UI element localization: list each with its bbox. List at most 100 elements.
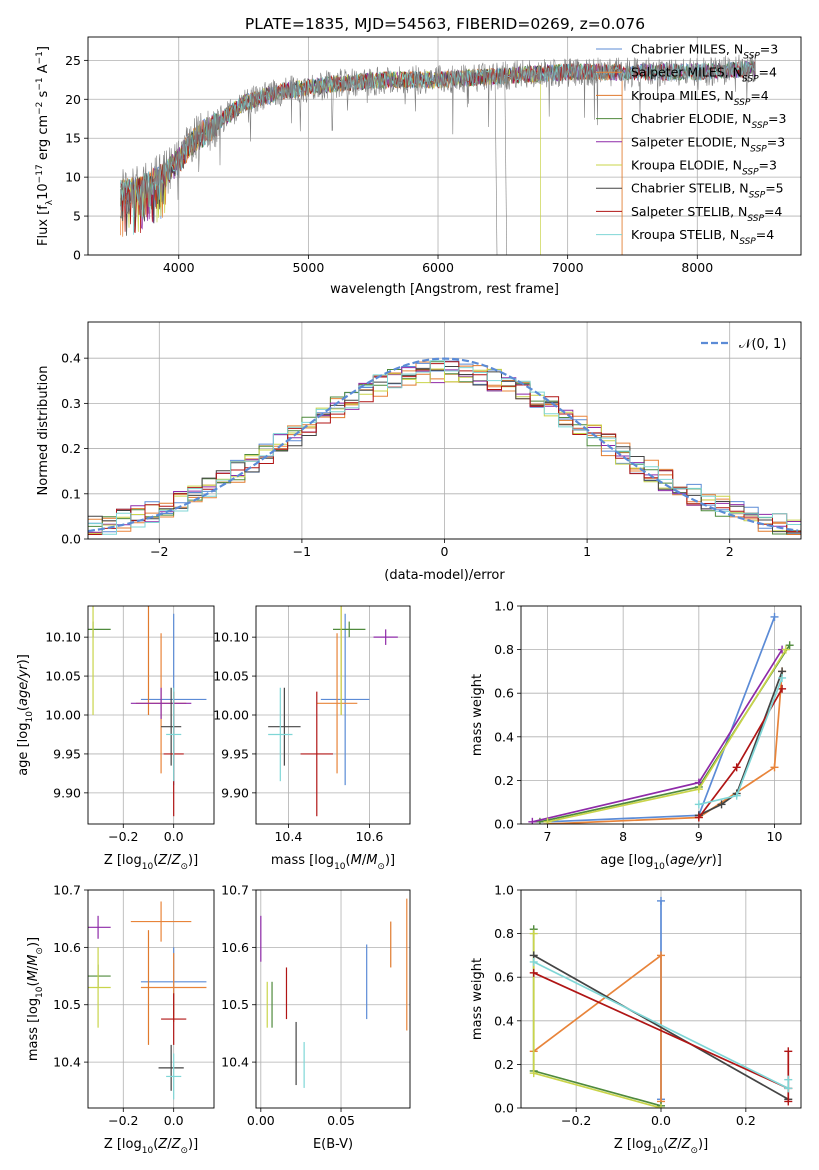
y-tick-label: 0.0	[494, 817, 514, 832]
x-axis-label-part: 10	[653, 862, 665, 872]
y-axis-label-part: 10	[25, 711, 35, 723]
y-axis-label-part: /	[26, 965, 41, 970]
y-axis-label-part: 10	[35, 986, 45, 998]
x-axis-label-part: (	[663, 1137, 668, 1152]
y-tick-label: 9.90	[53, 785, 81, 800]
plot-area	[260, 898, 408, 1088]
y-tick-label: 10.6	[53, 940, 81, 955]
y-axis-label-part: −2	[35, 102, 45, 115]
x-tick-label: −0.2	[561, 1113, 591, 1128]
mass-vs-metallicity-panel: −0.2 0.010.410.510.610.7Z [log10(Z/Z⊙)]ma…	[26, 883, 215, 1156]
x-axis-label-part: 10	[142, 862, 154, 872]
y-tick-label: 10.05	[213, 669, 249, 684]
x-axis-label-part: M	[366, 853, 377, 868]
x-axis-label-part: )]	[188, 1137, 198, 1152]
legend-label: Kroupa STELIB, NSSP=4	[631, 227, 774, 247]
y-tick-label: 15	[65, 131, 81, 146]
y-axis-label: Flux [fλ10−17 erg cm−2 s−1 A−1]	[35, 46, 55, 246]
mass-weight-vs-metallicity-panel: −0.2 0.0 0.20.00.20.40.60.81.0Z [log10(Z/Z…	[470, 883, 802, 1156]
x-tick-label: 0	[441, 544, 449, 559]
y-tick-label: 10.10	[213, 630, 249, 645]
y-tick-label: 0.8	[494, 926, 514, 941]
legend-label-part: Kroupa STELIB, N	[631, 227, 739, 242]
y-tick-label: 25	[65, 53, 81, 68]
axes-frame	[520, 605, 802, 825]
legend-label-part: Kroupa ELODIE, N	[631, 158, 742, 173]
y-tick-label: 10.10	[45, 630, 81, 645]
y-tick-label: 0.0	[494, 1101, 514, 1116]
mass-weight-line	[539, 644, 791, 823]
x-axis-label-part: Z	[157, 853, 168, 868]
x-tick-label: 2	[726, 544, 734, 559]
mass-weight-line	[533, 954, 789, 1101]
x-axis-label-part: /	[167, 853, 172, 868]
y-tick-label: 10.5	[221, 997, 249, 1012]
y-axis-label-part: M	[26, 970, 41, 981]
x-axis-label-part: ⊙	[180, 862, 188, 872]
x-axis-label-part: /	[167, 1137, 172, 1152]
x-axis-label-part: mass [log	[271, 853, 334, 868]
legend-label: Kroupa ELODIE, NSSP=3	[631, 158, 777, 178]
x-tick-label: 0.0	[164, 1113, 184, 1128]
x-tick-label: 0.0	[164, 829, 184, 844]
x-axis-label-part: Z	[157, 1137, 168, 1152]
y-tick-label: 0.4	[61, 351, 81, 366]
y-tick-label: 0.2	[494, 1057, 514, 1072]
mass-weight-line	[698, 677, 783, 806]
x-tick-label: 9	[695, 829, 703, 844]
legend-label-part: =3	[768, 111, 786, 126]
x-axis-label-part: age [log	[600, 853, 653, 868]
x-tick-label: 0.00	[247, 1113, 275, 1128]
x-axis-label: mass [log10(M/M⊙)]	[271, 853, 395, 872]
x-axis-label: (data-model)/error	[384, 568, 505, 583]
x-axis-label-part: (	[153, 1137, 158, 1152]
legend-label-part: =3	[767, 134, 785, 149]
y-tick-label: 10.00	[45, 708, 81, 723]
legend-label-part: SSP	[749, 191, 766, 201]
x-tick-label: 7000	[552, 260, 584, 275]
y-tick-label: 10.00	[213, 708, 249, 723]
x-axis-label-part: Z	[171, 1137, 182, 1152]
y-axis-label-part: −17	[35, 164, 45, 183]
legend-label-part: SSP	[734, 98, 751, 108]
legend-label-part: =4	[764, 204, 782, 219]
mass-weight-line	[547, 649, 787, 823]
x-tick-label: −0.2	[108, 829, 138, 844]
y-tick-label: 10.4	[221, 1055, 249, 1070]
legend-label-part: Salpeter STELIB, N	[631, 204, 747, 219]
y-tick-label: 10.5	[53, 997, 81, 1012]
x-tick-label: 10	[767, 829, 783, 844]
mass-vs-ebv-panel: 0.00 0.05 10.4 10.5 10.6 10.7 E(B-V)	[221, 883, 411, 1152]
legend-label-part: SSP	[742, 168, 759, 178]
y-axis-label-part: erg cm	[36, 115, 51, 164]
x-tick-label: −0.2	[108, 1113, 138, 1128]
y-tick-label: 9.90	[221, 785, 249, 800]
x-tick-label: −1	[293, 544, 311, 559]
x-tick-label: −2	[150, 544, 168, 559]
legend-label: 𝒩(0, 1)	[739, 337, 786, 352]
x-tick-label: 10.6	[356, 829, 384, 844]
x-axis-label-part: (	[153, 853, 158, 868]
y-axis-label-part: mass [log	[26, 998, 41, 1061]
legend-label: Chabrier STELIB, NSSP=5	[631, 181, 784, 201]
y-tick-label: 0.3	[61, 396, 81, 411]
legend-label: Salpeter ELODIE, NSSP=3	[631, 134, 785, 154]
histogram-steps	[88, 360, 801, 535]
y-tick-label: 10.7	[53, 883, 81, 898]
observed-spectrum-line	[120, 53, 756, 216]
axes-frame	[255, 605, 411, 825]
y-tick-label: 10	[65, 170, 81, 185]
x-tick-label: 8000	[681, 260, 713, 275]
axes-frame	[87, 321, 802, 540]
y-axis-label-part: 10	[36, 183, 51, 200]
x-tick-label: 4000	[163, 260, 195, 275]
legend-label: Salpeter MILES, NSSP=4	[631, 65, 777, 85]
plot-area	[529, 896, 793, 1108]
x-axis-label-part: 10	[652, 1146, 664, 1156]
mass-weight-line	[698, 671, 783, 817]
axes-frame	[520, 889, 802, 1109]
legend-label-part: Chabrier STELIB, N	[631, 181, 749, 196]
y-axis-label-part: −1	[35, 51, 45, 64]
x-axis-label-part: ⊙	[180, 1146, 188, 1156]
